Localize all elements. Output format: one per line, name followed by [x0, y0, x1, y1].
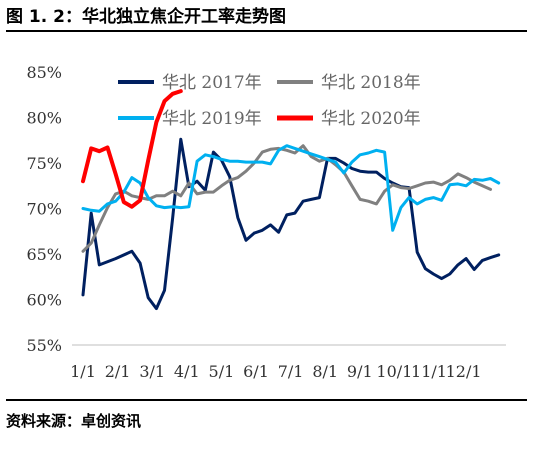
x-tick-label: 2/1: [105, 362, 131, 381]
x-tick-label: 10/1: [376, 362, 412, 381]
x-tick-label: 7/1: [278, 362, 304, 381]
y-tick-label: 60%: [26, 291, 62, 310]
y-axis: 55% 60% 65% 70% 75% 80% 85%: [26, 63, 62, 355]
series-line-4: [81, 89, 183, 209]
legend-label: 华北 2017年: [162, 73, 262, 93]
legend-label: 华北 2020年: [321, 109, 421, 129]
x-axis: 1/1 2/1 3/1 4/1 5/1 6/1 7/1 8/1 9/1 10/111/112/1: [70, 344, 506, 381]
bottom-rule: [6, 399, 527, 401]
line-chart: 55% 60% 65% 70% 75% 80% 85% 1/1 2/1 3/1 4/1 5/1 6/1…: [26, 63, 506, 381]
x-tick-label: 1/1: [70, 362, 96, 381]
chart-title: 图 1. 2：华北独立焦企开工率走势图: [6, 7, 286, 27]
y-tick-label: 85%: [26, 63, 62, 82]
x-tick-label: 4/1: [174, 362, 200, 381]
source-note: 资料来源：卓创资讯: [6, 412, 142, 430]
y-tick-label: 55%: [26, 336, 62, 355]
legend-label: 华北 2019年: [162, 109, 262, 129]
y-tick-label: 70%: [26, 200, 62, 219]
x-tick-label: 5/1: [209, 362, 235, 381]
y-tick-label: 80%: [26, 109, 62, 128]
x-tick-label: 9/1: [347, 362, 373, 381]
x-tick-label: 8/1: [312, 362, 338, 381]
x-tick-label: 3/1: [139, 362, 165, 381]
y-tick-label: 65%: [26, 245, 62, 264]
x-tick-label: 6/1: [243, 362, 269, 381]
x-tick-label: 12/1: [446, 362, 482, 381]
legend-label: 华北 2018年: [321, 73, 421, 93]
series-line-2: [81, 144, 492, 253]
y-tick-label: 75%: [26, 154, 62, 173]
series-line-1: [81, 137, 501, 311]
series-line-3: [81, 144, 501, 232]
top-rule: [6, 30, 527, 32]
series-lines: [81, 89, 501, 311]
x-tick-label: 11/1: [411, 362, 447, 381]
